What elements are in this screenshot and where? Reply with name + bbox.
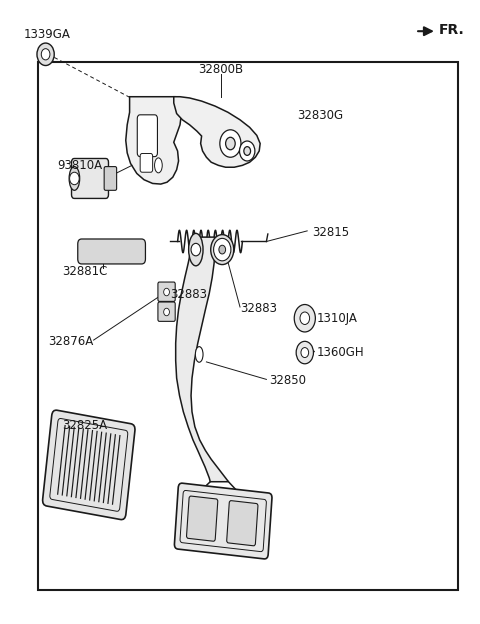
Text: 32881C: 32881C (62, 265, 108, 278)
FancyBboxPatch shape (174, 483, 272, 559)
Circle shape (240, 141, 255, 161)
Circle shape (220, 130, 241, 157)
Polygon shape (176, 237, 228, 482)
Text: FR.: FR. (439, 23, 465, 37)
Text: 32850: 32850 (269, 374, 306, 387)
Text: 93810A: 93810A (58, 159, 103, 172)
Text: 32800B: 32800B (198, 64, 243, 76)
Circle shape (244, 147, 251, 155)
Circle shape (214, 238, 231, 261)
Ellipse shape (189, 233, 203, 266)
Circle shape (219, 245, 226, 254)
FancyBboxPatch shape (158, 282, 175, 301)
Circle shape (226, 137, 235, 150)
Text: 1339GA: 1339GA (24, 28, 71, 41)
Bar (38, 62, 458, 590)
Text: 32830G: 32830G (298, 109, 344, 122)
Text: 32825A: 32825A (62, 419, 108, 432)
Circle shape (70, 172, 79, 185)
Circle shape (296, 341, 313, 364)
Text: 1310JA: 1310JA (317, 312, 358, 324)
Circle shape (41, 49, 50, 60)
Ellipse shape (155, 158, 162, 173)
Ellipse shape (69, 167, 80, 190)
Circle shape (37, 43, 54, 66)
Circle shape (164, 288, 169, 296)
FancyBboxPatch shape (78, 239, 145, 264)
Circle shape (294, 305, 315, 332)
Circle shape (191, 243, 201, 256)
Text: 32876A: 32876A (48, 335, 93, 348)
Circle shape (300, 312, 310, 324)
Circle shape (301, 348, 309, 358)
Text: 32883: 32883 (240, 303, 277, 315)
FancyBboxPatch shape (187, 496, 218, 541)
Polygon shape (174, 97, 260, 167)
Ellipse shape (195, 347, 203, 362)
FancyBboxPatch shape (43, 410, 135, 520)
FancyBboxPatch shape (72, 158, 108, 198)
FancyBboxPatch shape (137, 115, 157, 157)
Circle shape (164, 308, 169, 316)
FancyBboxPatch shape (104, 167, 117, 190)
Text: 32815: 32815 (312, 226, 349, 238)
FancyBboxPatch shape (140, 154, 153, 172)
Ellipse shape (211, 235, 234, 265)
FancyBboxPatch shape (158, 302, 175, 321)
FancyBboxPatch shape (227, 500, 258, 546)
Polygon shape (126, 97, 181, 184)
Text: 1360GH: 1360GH (317, 346, 364, 359)
Text: 32883: 32883 (170, 288, 207, 301)
